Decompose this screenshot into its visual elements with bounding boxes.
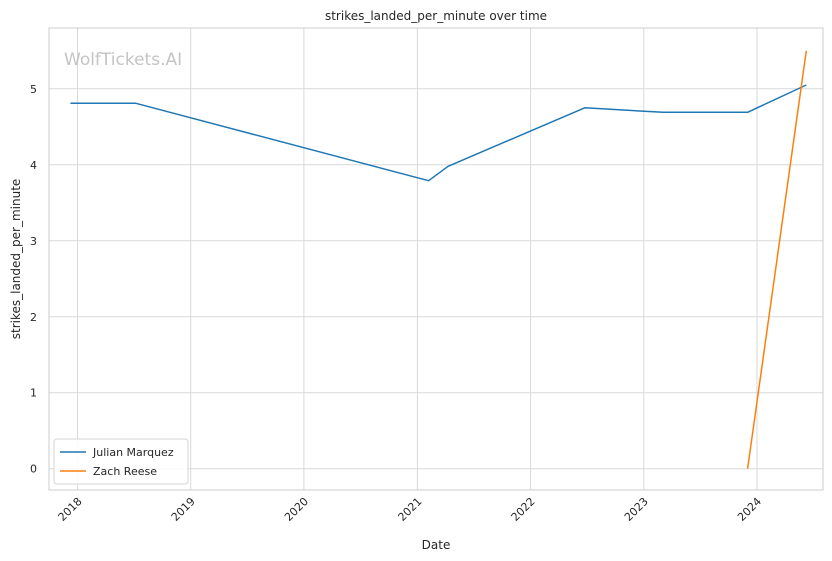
series-line-julian-marquez: [70, 84, 807, 182]
y-tick-label: 1: [30, 387, 37, 400]
legend-label-zach-reese: Zach Reese: [93, 465, 157, 478]
legend-box: [53, 438, 189, 485]
y-ticks: 0 1 2 3 4 5: [30, 83, 37, 476]
y-tick-label: 4: [30, 159, 37, 172]
y-tick-label: 5: [30, 83, 37, 96]
legend-label-julian-marquez: Julian Marquez: [92, 446, 174, 459]
y-tick-label: 2: [30, 311, 37, 324]
y-axis-title: strikes_landed_per_minute: [9, 179, 23, 340]
y-tick-label: 0: [30, 463, 37, 476]
y-tick-label: 3: [30, 235, 37, 248]
plot-frame: [48, 27, 824, 491]
watermark: WolfTickets.AI: [64, 50, 182, 70]
x-axis-title: Date: [422, 538, 451, 552]
series-line-zach-reese: [746, 50, 808, 469]
chart-title: strikes_landed_per_minute over time: [325, 9, 547, 23]
plot-area: [49, 28, 823, 490]
legend: Julian Marquez Zach Reese: [53, 438, 189, 485]
series-layer: [70, 50, 808, 469]
